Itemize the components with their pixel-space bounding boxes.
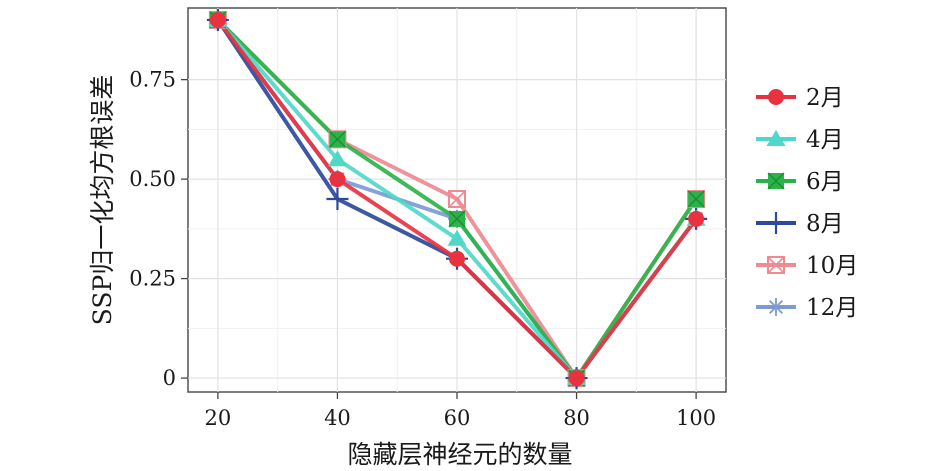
legend-swatch-marker bbox=[767, 172, 785, 190]
data-point bbox=[329, 171, 346, 188]
legend-label: 12月 bbox=[806, 295, 858, 321]
x-tick-label: 80 bbox=[563, 406, 590, 430]
y-tick-label: 0.25 bbox=[129, 267, 176, 291]
data-point bbox=[568, 370, 585, 387]
x-tick-label: 40 bbox=[324, 406, 351, 430]
data-point bbox=[448, 190, 466, 209]
legend-label: 10月 bbox=[806, 253, 858, 279]
legend-swatch-marker bbox=[767, 298, 785, 316]
legend-label: 2月 bbox=[806, 85, 844, 111]
legend-label: 6月 bbox=[806, 169, 844, 195]
x-tick-label: 20 bbox=[205, 406, 232, 430]
y-axis-title: SSP归一化均方根误差 bbox=[88, 75, 117, 326]
legend: 2月 4月 6月 8月 10月 12月 bbox=[756, 85, 858, 321]
legend-item: 8月 bbox=[756, 211, 844, 237]
data-point bbox=[449, 250, 465, 267]
data-point bbox=[326, 188, 349, 211]
x-tick-label: 60 bbox=[444, 406, 471, 430]
legend-item: 4月 bbox=[756, 127, 844, 153]
y-tick-label: 0 bbox=[163, 366, 176, 390]
data-point bbox=[447, 229, 467, 246]
y-axis: 0 0.25 0.50 0.75 bbox=[129, 68, 188, 390]
x-axis-title: 隐藏层神经元的数量 bbox=[347, 440, 572, 469]
data-point bbox=[328, 130, 346, 148]
legend-swatch-marker bbox=[765, 212, 787, 234]
data-point bbox=[209, 11, 226, 28]
data-point bbox=[448, 210, 466, 228]
series-layer bbox=[206, 8, 708, 390]
legend-label: 4月 bbox=[806, 127, 844, 153]
legend-swatch-marker bbox=[767, 256, 785, 274]
data-point bbox=[687, 190, 705, 208]
x-axis: 20 40 60 80 100 bbox=[205, 392, 716, 430]
x-tick-label: 100 bbox=[676, 406, 716, 430]
data-point bbox=[327, 150, 347, 167]
legend-item: 2月 bbox=[756, 85, 844, 111]
data-point bbox=[688, 210, 705, 227]
legend-item: 12月 bbox=[756, 295, 858, 321]
legend-label: 8月 bbox=[806, 211, 844, 237]
legend-item: 6月 bbox=[756, 169, 844, 195]
legend-swatch-marker bbox=[768, 89, 784, 105]
y-tick-label: 0.50 bbox=[129, 167, 176, 191]
legend-item: 10月 bbox=[756, 253, 858, 279]
y-tick-label: 0.75 bbox=[129, 68, 176, 92]
legend-swatch-marker bbox=[766, 130, 786, 146]
